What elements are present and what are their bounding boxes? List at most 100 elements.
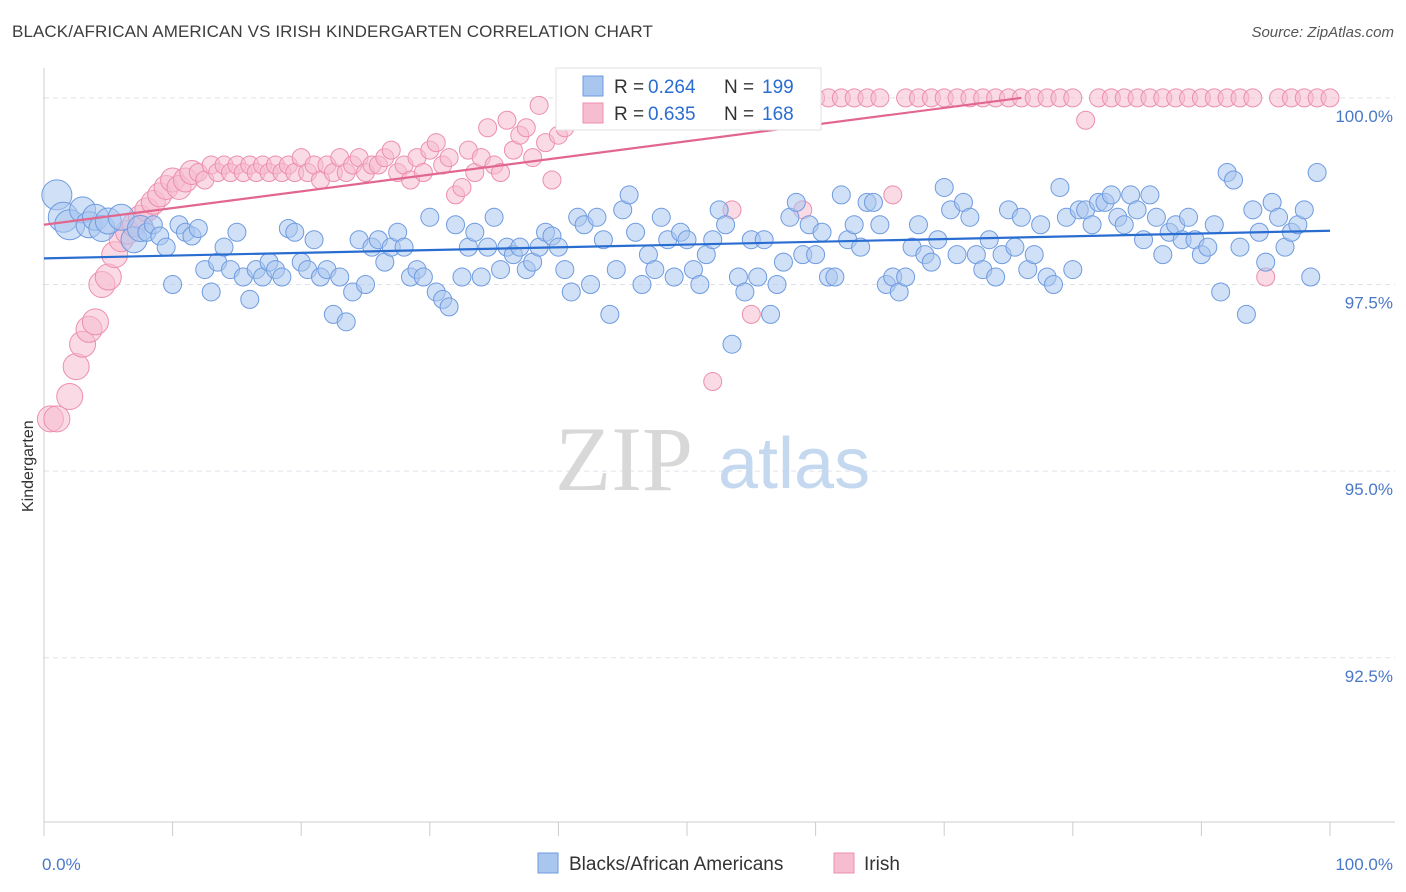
black-point [1153,245,1173,265]
bottom-legend-pink-label: Irish [864,854,900,875]
irish-point [529,95,549,115]
irish-point [523,148,543,168]
black-point [465,222,485,242]
black-point [754,230,774,250]
black-point [420,207,440,227]
black-point [1140,185,1160,205]
black-point [606,260,626,280]
black-point [748,267,768,287]
black-point [201,282,221,302]
chart-title: BLACK/AFRICAN AMERICAN VS IRISH KINDERGA… [12,22,653,41]
black-point [986,267,1006,287]
black-point [934,177,954,197]
y-tick-label-3: 100.0% [1335,107,1393,126]
black-point [188,219,208,239]
irish-point [62,353,90,381]
y-tick-label-1: 95.0% [1345,480,1393,499]
black-point [1211,282,1231,302]
legend-blue-swatch [582,75,604,97]
black-point [735,282,755,302]
black-point [806,245,826,265]
irish-point [1063,88,1083,108]
black-point [773,252,793,272]
black-point [870,215,890,235]
black-point [645,260,665,280]
black-point [722,334,742,354]
black-point [227,222,247,242]
irish-point [1243,88,1263,108]
irish-point [491,163,511,183]
black-point [214,237,234,257]
black-points [41,163,1327,354]
irish-point [870,88,890,108]
source-label: Source: ZipAtlas.com [1251,24,1394,41]
irish-point [381,140,401,160]
black-point [921,252,941,272]
black-point [156,237,176,257]
black-point [761,304,781,324]
black-point [677,230,697,250]
black-trend-line [43,229,1331,260]
black-point [690,274,710,294]
black-point [1256,252,1276,272]
black-point [1011,207,1031,227]
black-point [716,215,736,235]
black-point [1294,200,1314,220]
black-point [632,274,652,294]
black-point [1204,215,1224,235]
irish-point [413,163,433,183]
bottom-legend: Blacks/African Americans Irish [537,852,900,875]
irish-point [883,185,903,205]
watermark: ZIP atlas [555,408,870,510]
irish-point [1320,88,1340,108]
black-point [1269,207,1289,227]
legend-pink-r-value: 0.635 [648,104,696,125]
irish-point [497,110,517,130]
black-point [491,260,511,280]
black-point [413,267,433,287]
irish-point [56,382,84,410]
legend-blue-r-label: R = [614,77,644,98]
watermark-zip: ZIP [555,408,693,510]
irish-point [741,304,761,324]
black-point [619,185,639,205]
legend-pink-n-label: N = [724,104,754,125]
black-point [1301,267,1321,287]
trend-lines [43,96,1331,260]
black-point [767,274,787,294]
bottom-legend-pink-swatch [833,852,855,874]
irish-point [703,372,723,392]
black-point [908,215,928,235]
black-point [1179,207,1199,227]
irish-point [43,405,71,433]
irish-point [81,308,109,336]
black-point [356,274,375,294]
black-point [1063,260,1083,280]
black-point [446,215,466,235]
y-axis-label: Kindergarten [20,420,37,512]
black-point [1031,215,1051,235]
black-point [240,289,260,309]
black-point [1044,274,1064,294]
black-point [593,230,613,250]
bottom-legend-blue-swatch [537,852,559,874]
black-point [471,267,491,287]
legend-box: R = 0.264 N = 199 R = 0.635 N = 168 [555,67,822,131]
black-point [831,185,851,205]
black-point [896,267,916,287]
irish-trend-line [43,96,1022,226]
black-point [1198,237,1218,257]
x-tick-labels: 0.0% 100.0% [42,855,1393,874]
black-point [664,267,684,287]
black-point [561,282,581,302]
black-point [626,222,646,242]
black-point [960,207,980,227]
black-point [478,237,498,257]
irish-point [1076,110,1096,130]
black-point [851,237,871,257]
legend-blue-r-value: 0.264 [648,77,696,98]
black-point [651,207,671,227]
black-point [1146,207,1166,227]
grid-lines [44,97,1395,659]
